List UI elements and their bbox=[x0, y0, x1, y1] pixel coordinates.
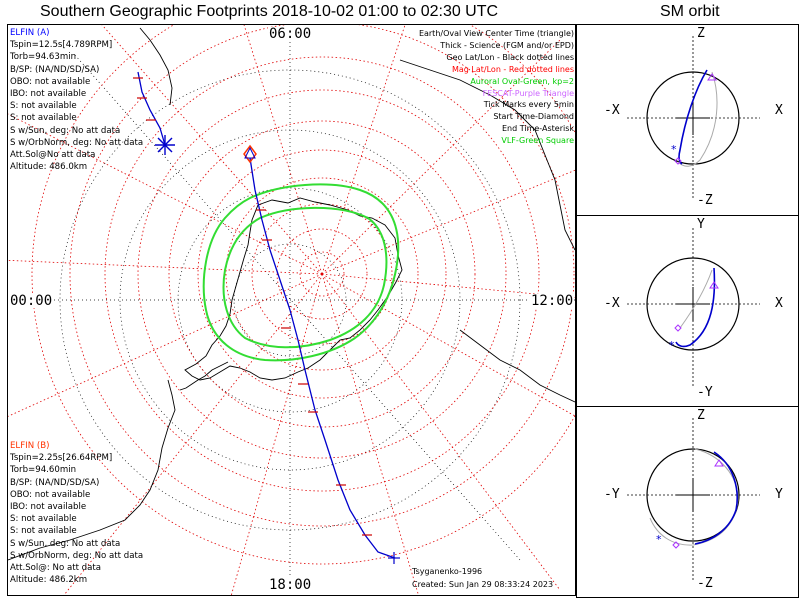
elfin-b-line: S: not available bbox=[10, 514, 77, 525]
orbit-xy-left: -X bbox=[604, 296, 620, 311]
elfin-a-line: S: not available bbox=[10, 113, 77, 124]
created-label: Created: Sun Jan 29 08:33:24 2023 bbox=[412, 580, 554, 589]
orbit-xy-right: X bbox=[775, 296, 783, 311]
orbit-xy: * bbox=[627, 228, 760, 388]
mlt-label-left: 00:00 bbox=[9, 293, 54, 309]
elfin-a-line: S: not available bbox=[10, 101, 77, 112]
elfin-a-trace bbox=[137, 71, 166, 146]
elfin-a-line: IBO: not available bbox=[10, 89, 87, 100]
elfin-b-line: S: not available bbox=[10, 526, 77, 537]
legend-item: VLF-Green Square bbox=[501, 136, 574, 146]
auroral-oval-inner bbox=[222, 206, 388, 349]
orbit-xz-bottom: -Z bbox=[697, 193, 713, 208]
orbit-xy-top: Y bbox=[697, 217, 705, 232]
elfin-b-line: Torb=94.60min bbox=[10, 465, 77, 476]
elfin-a-line: OBO: not available bbox=[10, 76, 91, 87]
orbit-yz-bottom: -Z bbox=[697, 576, 713, 591]
legend-item: Auroral Oval-Green, kp=2 bbox=[470, 76, 574, 86]
svg-text:*: * bbox=[656, 533, 662, 546]
elfin-b-line: OBO: not available bbox=[10, 489, 91, 500]
elfin-b-line: Altitude: 486.2km bbox=[10, 575, 88, 586]
mag-grid bbox=[8, 25, 575, 595]
legend-item: Geo Lat/Lon - Black dotted lines bbox=[446, 52, 574, 62]
south-america-coast bbox=[8, 379, 176, 561]
elfin-a-info: ELFIN (A) Tspin=12.5s[4.789RPM] Torb=94.… bbox=[10, 27, 143, 173]
tick-marks bbox=[133, 77, 372, 536]
elfin-b-line: S w/OrbNorm, deg: No att data bbox=[10, 550, 144, 561]
elfin-a-line: Torb=94.63min bbox=[10, 52, 77, 63]
svg-text:*: * bbox=[669, 339, 675, 352]
elfin-b-info: ELFIN (B) Tspin=2.25s[26.64RPM] Torb=94.… bbox=[10, 440, 143, 586]
orbit-xz-top: Z bbox=[697, 26, 705, 41]
elfin-b-line: S w/Sun, deg: No att data bbox=[10, 538, 121, 549]
elfin-a-name: ELFIN (A) bbox=[10, 28, 50, 38]
legend-item: Thick - Science (FGM and/or EPD) bbox=[440, 40, 574, 50]
elfin-a-line: Tspin=12.5s[4.789RPM] bbox=[10, 40, 113, 51]
elfin-b-line: IBO: not available bbox=[10, 502, 87, 513]
mlt-label-right: 12:00 bbox=[530, 293, 575, 309]
elfin-b-line: B/SP: (NA/ND/SD/SA) bbox=[10, 477, 100, 488]
elfin-a-line: Att.Sol@No att data bbox=[10, 150, 96, 161]
mlt-label-top: 06:00 bbox=[268, 26, 313, 42]
orbit-yz: * bbox=[627, 418, 760, 580]
elfin-a-line: S w/Sun, deg: No att data bbox=[10, 125, 121, 136]
map-frame bbox=[7, 24, 576, 596]
orbit-xy-bottom: -Y bbox=[697, 385, 713, 400]
orbit-yz-top: Z bbox=[697, 408, 705, 423]
map-legend: Earth/Oval View Center Time (triangle) T… bbox=[419, 28, 574, 147]
top-left-coast bbox=[139, 27, 173, 106]
elfin-a-line: Altitude: 486.0km bbox=[10, 162, 88, 173]
right-coast-2 bbox=[459, 329, 575, 403]
mlt-label-bottom: 18:00 bbox=[268, 577, 313, 593]
start-diamond-marker bbox=[243, 144, 257, 164]
auroral-oval-outer bbox=[202, 183, 400, 362]
svg-text:*: * bbox=[671, 143, 677, 156]
antarctic-peninsula bbox=[179, 361, 229, 391]
end-asterisk-marker-b bbox=[388, 552, 400, 564]
right-coast bbox=[399, 59, 575, 251]
end-asterisk-marker bbox=[155, 135, 175, 155]
antarctica-coast bbox=[184, 197, 403, 381]
elfin-a-line: S w/OrbNorm, deg: No att data bbox=[10, 137, 144, 148]
legend-item: Start Time-Diamond bbox=[493, 112, 574, 122]
legend-item: End Time-Asterisk bbox=[501, 124, 574, 134]
model-label: Tsyganenko-1996 bbox=[412, 567, 483, 576]
legend-item: FESCAT-Purple Triangle bbox=[482, 88, 574, 98]
orbit-xz-right: X bbox=[775, 103, 783, 118]
elfin-a-line: B/SP: (NA/ND/SD/SA) bbox=[10, 64, 100, 75]
elfin-b-footprint-trace bbox=[249, 157, 396, 559]
orbit-panel-yz bbox=[576, 406, 799, 598]
orbit-xz-left: -X bbox=[604, 103, 620, 118]
page-title: Southern Geographic Footprints 2018-10-0… bbox=[40, 3, 499, 20]
orbit-title: SM orbit bbox=[660, 3, 720, 20]
elfin-b-line: Tspin=2.25s[26.64RPM] bbox=[10, 453, 113, 464]
elfin-b-name: ELFIN (B) bbox=[10, 441, 50, 451]
legend-item: Tick Marks every 5min bbox=[483, 100, 574, 110]
legend-item: Mag Lat/Lon - Red dotted lines bbox=[451, 64, 574, 74]
legend-item: Earth/Oval View Center Time (triangle) bbox=[418, 29, 574, 38]
elfin-b-line: Att.Sol@: No att data bbox=[10, 563, 102, 574]
orbit-yz-left: -Y bbox=[604, 487, 620, 502]
orbit-xz: * bbox=[627, 36, 760, 198]
orbit-yz-right: Y bbox=[775, 487, 783, 502]
